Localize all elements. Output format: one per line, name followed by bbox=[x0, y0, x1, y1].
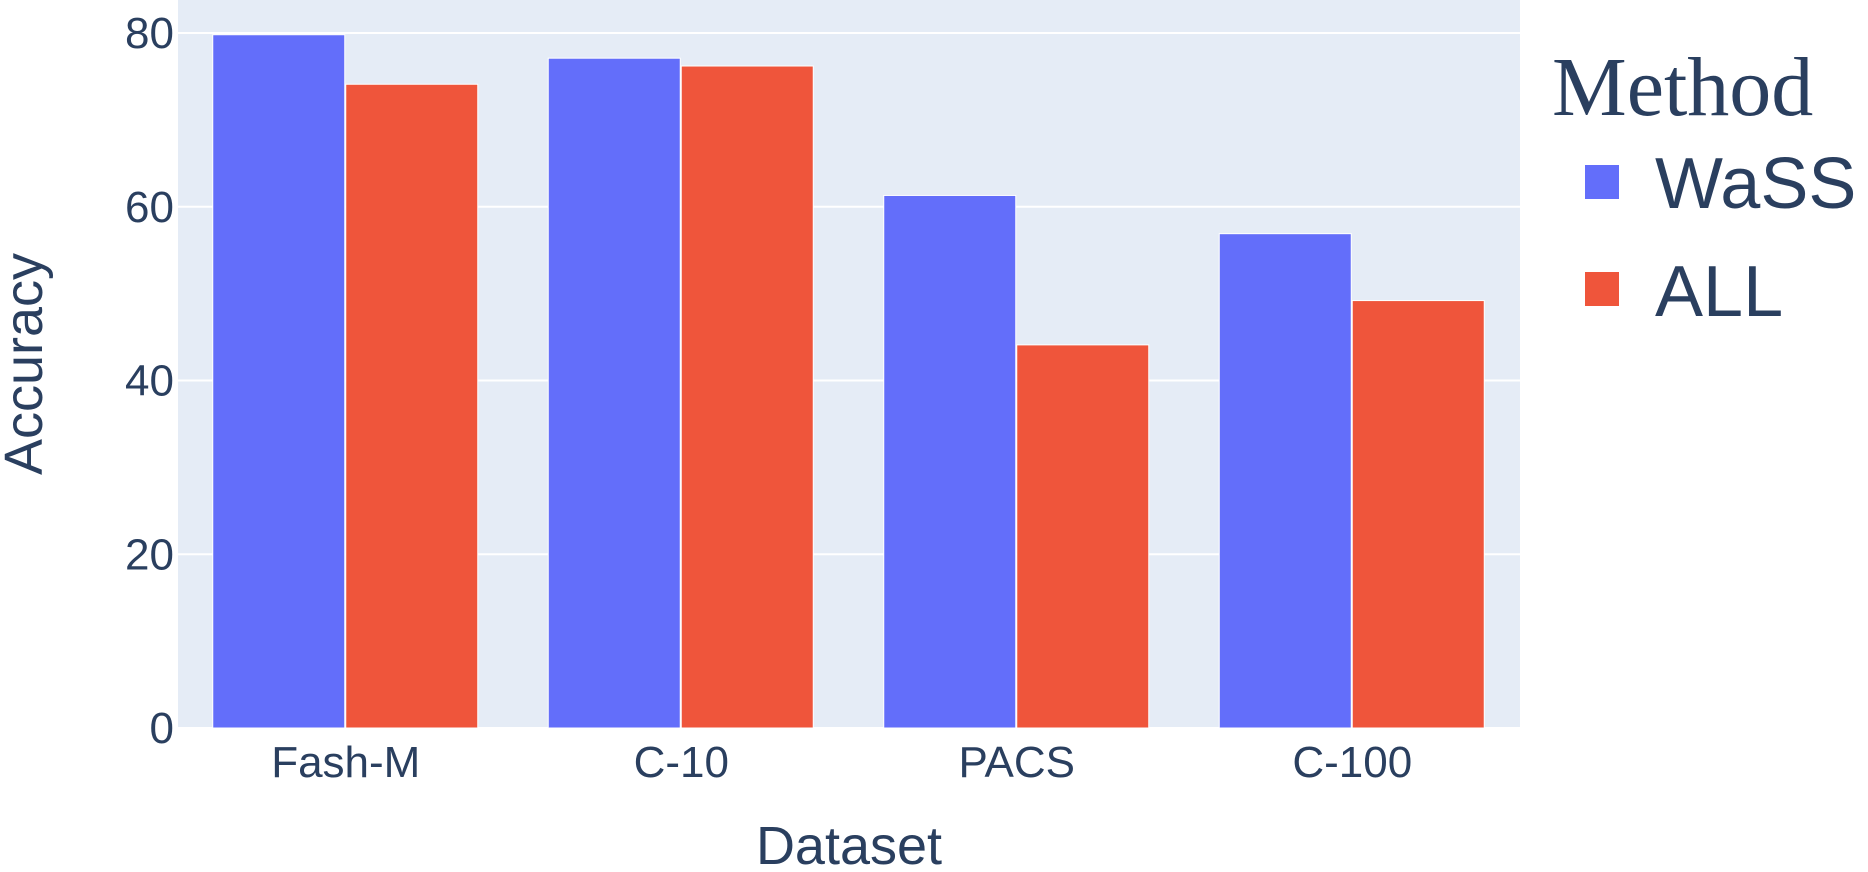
bar-wass-c-10 bbox=[547, 57, 681, 729]
bar-all-pacs bbox=[1016, 344, 1150, 729]
x-axis-title: Dataset bbox=[756, 816, 942, 872]
x-tick-label: C-100 bbox=[1292, 738, 1412, 787]
bar-wass-c-100 bbox=[1218, 233, 1352, 729]
bar-wass-pacs bbox=[883, 194, 1017, 729]
legend-label-wass: WaSS bbox=[1655, 144, 1856, 224]
bars bbox=[212, 34, 1485, 729]
y-axis-title: Accuracy bbox=[0, 253, 54, 475]
y-tick-label: 20 bbox=[125, 530, 174, 579]
bar-all-fash-m bbox=[345, 83, 479, 729]
bar-all-c-100 bbox=[1351, 300, 1485, 729]
y-tick-label: 80 bbox=[125, 9, 174, 58]
legend-swatch-all bbox=[1585, 272, 1619, 306]
y-tick-label: 0 bbox=[150, 704, 174, 753]
x-tick-label: C-10 bbox=[634, 738, 729, 787]
legend: Method WaSS ALL bbox=[1552, 41, 1856, 332]
legend-label-all: ALL bbox=[1655, 252, 1783, 332]
y-tick-label: 60 bbox=[125, 183, 174, 232]
x-tick-labels: Fash-M C-10 PACS C-100 bbox=[271, 738, 1412, 787]
legend-swatch-wass bbox=[1585, 165, 1619, 199]
legend-title: Method bbox=[1552, 41, 1813, 134]
x-tick-label: PACS bbox=[958, 738, 1075, 787]
bar-all-c-10 bbox=[680, 65, 814, 729]
y-tick-labels: 0 20 40 60 80 bbox=[125, 9, 174, 753]
bar-wass-fash-m bbox=[212, 34, 346, 729]
x-tick-label: Fash-M bbox=[271, 738, 420, 787]
y-tick-label: 40 bbox=[125, 357, 174, 406]
